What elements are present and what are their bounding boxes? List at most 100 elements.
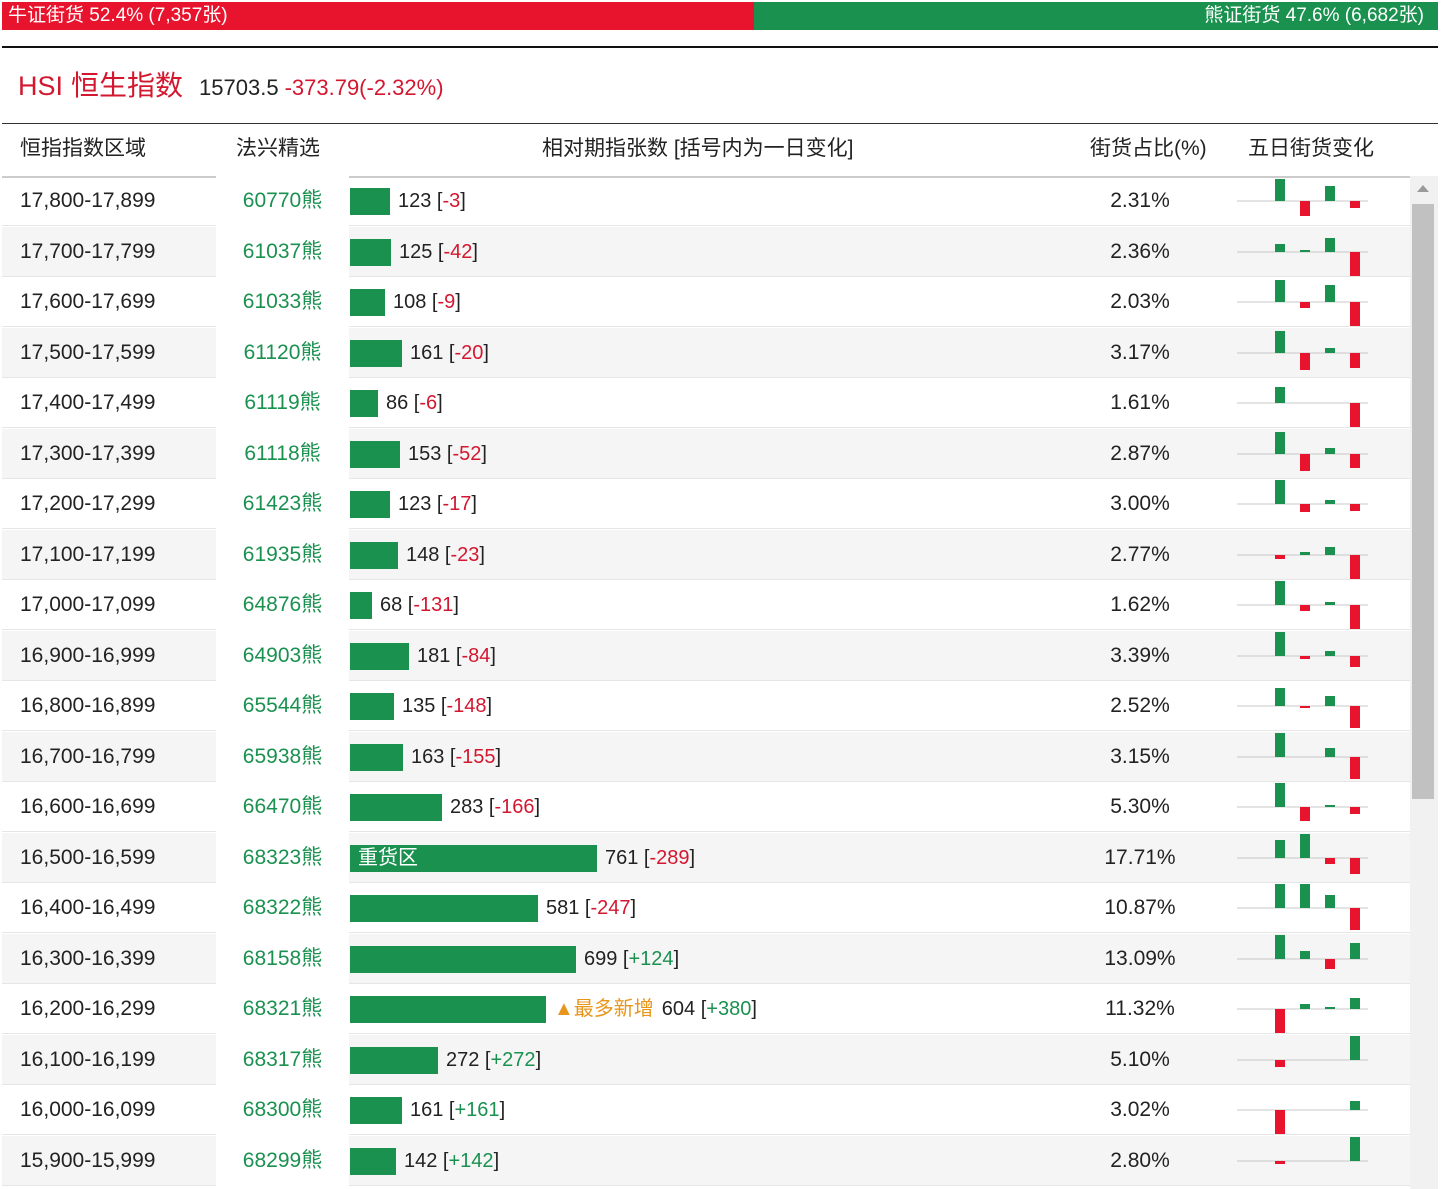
share-pct-cell: 2.36% <box>1110 240 1170 263</box>
warrant-code-link[interactable]: 66470熊 <box>242 795 323 818</box>
range-cell: 17,600-17,699 <box>20 290 156 313</box>
scroll-up-arrow-icon[interactable] <box>1417 185 1429 192</box>
warrant-code-link[interactable]: 60770熊 <box>242 189 323 212</box>
warrant-code-link[interactable]: 68300熊 <box>242 1098 323 1121</box>
warrant-code-link[interactable]: 68321熊 <box>242 997 323 1020</box>
table-row[interactable]: 15,900-15,999 68299熊 142 [+142] 2.80% <box>2 1136 1410 1186</box>
table-row[interactable]: 17,100-17,199 61935熊 148 [-23] 2.77% <box>2 530 1410 580</box>
pick-cell: 68321熊 <box>216 984 349 1034</box>
five-day-bar <box>1275 1161 1285 1164</box>
table-row[interactable]: 16,600-16,699 66470熊 283 [-166] 5.30% <box>2 782 1410 832</box>
five-day-bar <box>1275 480 1285 504</box>
share-pct-cell: 3.00% <box>1110 492 1170 515</box>
qty-value: 123 <box>398 493 432 515</box>
table-row[interactable]: 16,400-16,499 68322熊 581 [-247] 10.87% <box>2 883 1410 933</box>
table-row[interactable]: 16,200-16,299 68321熊 ▲最多新增 604 [+380] 11.32% <box>2 984 1410 1034</box>
table-row[interactable]: 17,500-17,599 61120熊 161 [-20] 3.17% <box>2 328 1410 378</box>
table-row[interactable]: 17,300-17,399 61118熊 153 [-52] 2.87% <box>2 429 1410 479</box>
warrant-code-link[interactable]: 61935熊 <box>242 543 323 566</box>
range-cell: 16,000-16,099 <box>20 1098 156 1121</box>
table-row[interactable]: 17,400-17,499 61119熊 86 [-6] 1.61% <box>2 378 1410 428</box>
vertical-scrollbar[interactable] <box>1410 176 1438 1189</box>
table-row[interactable]: 16,700-16,799 65938熊 163 [-155] 3.15% <box>2 732 1410 782</box>
range-cell: 16,400-16,499 <box>20 896 156 919</box>
table-row[interactable]: 17,700-17,799 61037熊 125 [-42] 2.36% <box>2 227 1410 277</box>
table-row[interactable]: 17,800-17,899 60770熊 123 [-3] 2.31% <box>2 176 1410 226</box>
five-day-bar <box>1325 651 1335 656</box>
five-day-bar <box>1325 547 1335 555</box>
table-row[interactable]: 16,000-16,099 68300熊 161 [+161] 3.02% <box>2 1085 1410 1135</box>
pick-cell: 61037熊 <box>216 227 349 277</box>
table-row[interactable]: 17,000-17,099 64876熊 68 [-131] 1.62% <box>2 580 1410 630</box>
warrant-code-link[interactable]: 68158熊 <box>242 947 323 970</box>
five-day-bar <box>1275 884 1285 908</box>
share-pct-cell: 5.10% <box>1110 1048 1170 1071</box>
relative-qty-bar <box>350 996 546 1023</box>
qty-value: 135 <box>402 695 436 717</box>
five-day-bar <box>1275 1110 1285 1134</box>
warrant-code-link[interactable]: 68299熊 <box>242 1149 323 1172</box>
warrant-code-link[interactable]: 64903熊 <box>242 644 323 667</box>
five-day-bar <box>1275 555 1285 559</box>
relative-cell: 125 [-42] <box>349 227 1069 277</box>
five-day-bar <box>1325 748 1335 757</box>
warrant-code-link[interactable]: 65938熊 <box>242 745 323 768</box>
relative-qty-text: 181 [-84] <box>417 645 496 667</box>
warrant-code-link[interactable]: 61423熊 <box>242 492 323 515</box>
five-day-bar <box>1350 706 1360 728</box>
relative-qty-text: 135 [-148] <box>402 695 493 717</box>
day-change-value: -3 <box>442 190 461 212</box>
warrant-code-link[interactable]: 68322熊 <box>242 896 323 919</box>
five-day-bar <box>1350 807 1360 814</box>
five-day-bar <box>1275 432 1285 454</box>
scrollbar-thumb[interactable] <box>1412 204 1434 799</box>
five-day-bar <box>1275 733 1285 757</box>
warrant-code-link[interactable]: 61119熊 <box>244 391 321 414</box>
pick-cell: 61118熊 <box>216 429 349 479</box>
day-change-value: -9 <box>437 291 456 313</box>
table-row[interactable]: 16,300-16,399 68158熊 699 [+124] 13.09% <box>2 934 1410 984</box>
table-row[interactable]: 16,100-16,199 68317熊 272 [+272] 5.10% <box>2 1035 1410 1085</box>
table-header: 恒指指数区域 法兴精选 相对期指张数 [括号内为一日变化] 街货占比(%) 五日… <box>2 123 1438 178</box>
table-row[interactable]: 17,200-17,299 61423熊 123 [-17] 3.00% <box>2 479 1410 529</box>
relative-cell: 86 [-6] <box>349 378 1069 428</box>
pick-cell: 61119熊 <box>216 378 349 428</box>
header-relative: 相对期指张数 [括号内为一日变化] <box>542 137 854 160</box>
warrant-code-link[interactable]: 61033熊 <box>242 290 323 313</box>
table-row[interactable]: 16,500-16,599 68323熊 重货区 761 [-289] 17.71% <box>2 833 1410 883</box>
relative-qty-text: 761 [-289] <box>605 847 696 869</box>
five-day-bar <box>1275 632 1285 656</box>
table-row[interactable]: 16,900-16,999 64903熊 181 [-84] 3.39% <box>2 631 1410 681</box>
five-day-change-chart <box>1237 432 1368 471</box>
most-added-badge: ▲最多新增 <box>554 998 654 1020</box>
warrant-code-link[interactable]: 61120熊 <box>243 341 322 364</box>
relative-qty-text: 699 [+124] <box>584 948 680 970</box>
warrant-code-link[interactable]: 68323熊 <box>242 846 323 869</box>
day-change-value: -52 <box>452 443 482 465</box>
table-row[interactable]: 17,600-17,699 61033熊 108 [-9] 2.03% <box>2 277 1410 327</box>
table-row[interactable]: 16,800-16,899 65544熊 135 [-148] 2.52% <box>2 681 1410 731</box>
day-change-value: +124 <box>628 948 674 970</box>
five-day-bar <box>1275 331 1285 353</box>
range-cell: 16,800-16,899 <box>20 694 156 717</box>
warrant-code-link[interactable]: 61118熊 <box>244 442 321 465</box>
five-day-bar <box>1275 244 1285 252</box>
share-pct-cell: 3.17% <box>1110 341 1170 364</box>
relative-qty-text: 272 [+272] <box>446 1049 542 1071</box>
warrant-code-link[interactable]: 64876熊 <box>242 593 323 616</box>
relative-qty-text: 123 [-17] <box>398 493 477 515</box>
index-code: HSI <box>18 71 64 101</box>
relative-cell: 123 [-3] <box>349 176 1069 226</box>
five-day-bar <box>1300 807 1310 821</box>
warrant-code-link[interactable]: 61037熊 <box>242 240 323 263</box>
five-day-bar <box>1325 348 1335 353</box>
warrant-code-link[interactable]: 68317熊 <box>242 1048 323 1071</box>
share-pct-cell: 11.32% <box>1105 997 1175 1020</box>
warrant-code-link[interactable]: 65544熊 <box>242 694 323 717</box>
five-day-bar <box>1275 179 1285 201</box>
relative-qty-text: 142 [+142] <box>404 1150 500 1172</box>
share-pct-cell: 2.52% <box>1110 694 1170 717</box>
five-day-bar <box>1350 201 1360 208</box>
index-title: HSI 恒生指数 15703.5 -373.79(-2.32%) <box>18 66 444 106</box>
qty-value: 86 <box>386 392 409 414</box>
